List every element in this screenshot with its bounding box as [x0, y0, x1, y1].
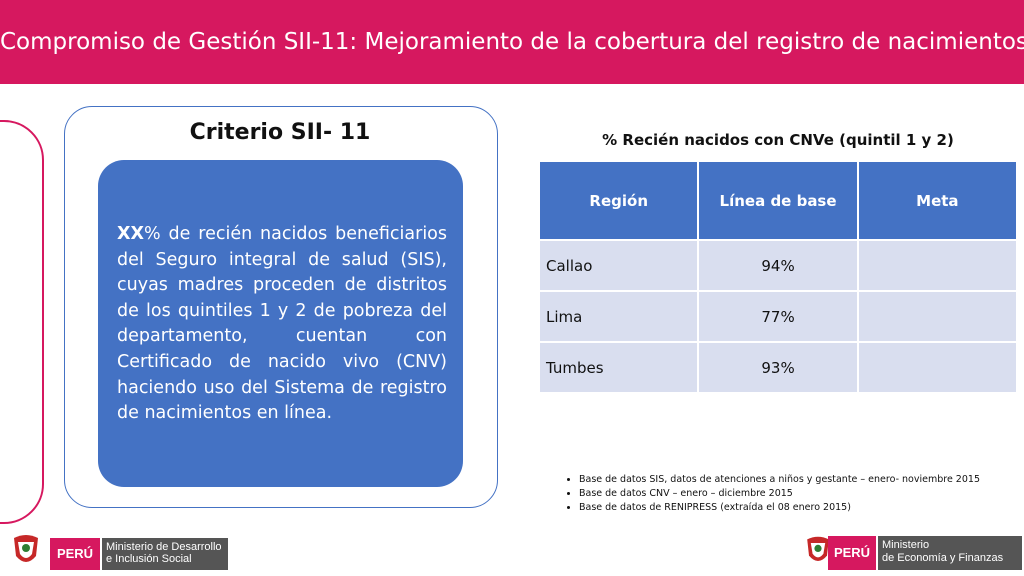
left-decoration: [0, 120, 44, 524]
cell-baseline: 77%: [697, 290, 859, 343]
criterio-title: Criterio SII- 11: [189, 120, 371, 145]
ministry-line: e Inclusión Social: [106, 553, 192, 565]
peru-label: PERÚ: [50, 538, 100, 570]
criterio-text: % de recién nacidos beneficiarios del Se…: [117, 224, 447, 424]
criterio-description-box: [98, 160, 463, 487]
header-baseline: Línea de base: [697, 160, 859, 241]
ministry-line: Ministerio: [882, 539, 930, 551]
ministry-line: Ministerio de Desarrollo: [106, 541, 222, 553]
header-bar: [0, 0, 1024, 84]
table-row: Tumbes 93%: [537, 341, 1019, 394]
mef-logo: PERÚ Ministerio de Economía y Finanzas: [800, 530, 1024, 574]
slide-title: Compromiso de Gestión SII-11: Mejoramien…: [0, 29, 1024, 55]
source-note: Base de datos de RENIPRESS (extraída el …: [579, 501, 1015, 515]
midis-logo: PERÚ Ministerio de Desarrollo e Inclusió…: [0, 530, 240, 574]
cell-region: Tumbes: [537, 341, 700, 394]
peru-label: PERÚ: [828, 536, 876, 570]
coat-of-arms-icon: [14, 535, 38, 562]
criterio-placeholder: XX: [117, 224, 144, 244]
header-region: Región: [537, 160, 700, 241]
table-title: % Recién nacidos con CNVe (quintil 1 y 2…: [602, 131, 954, 149]
ministry-name: Ministerio de Economía y Finanzas: [878, 536, 1022, 570]
ministry-line: de Economía y Finanzas: [882, 552, 1004, 564]
source-note: Base de datos CNV – enero – diciembre 20…: [579, 487, 1015, 501]
cell-baseline: 94%: [697, 239, 859, 292]
cell-region: Callao: [537, 239, 700, 292]
source-note: Base de datos SIS, datos de atenciones a…: [579, 473, 1015, 487]
table-row: Callao 94%: [537, 239, 1019, 292]
table-header-row: Región Línea de base Meta: [537, 160, 1019, 241]
criterio-description: XX% de recién nacidos beneficiarios del …: [117, 222, 447, 427]
indicator-table: Región Línea de base Meta Callao 94% Lim…: [537, 160, 1019, 394]
cell-baseline: 93%: [697, 341, 859, 394]
header-goal: Meta: [856, 160, 1019, 241]
table-row: Lima 77%: [537, 290, 1019, 343]
coat-of-arms-icon: [807, 536, 829, 561]
ministry-name: Ministerio de Desarrollo e Inclusión Soc…: [102, 538, 228, 570]
cell-region: Lima: [537, 290, 700, 343]
cell-goal: [856, 239, 1019, 292]
cell-goal: [856, 290, 1019, 343]
cell-goal: [856, 341, 1019, 394]
source-notes: Base de datos SIS, datos de atenciones a…: [565, 473, 1015, 515]
